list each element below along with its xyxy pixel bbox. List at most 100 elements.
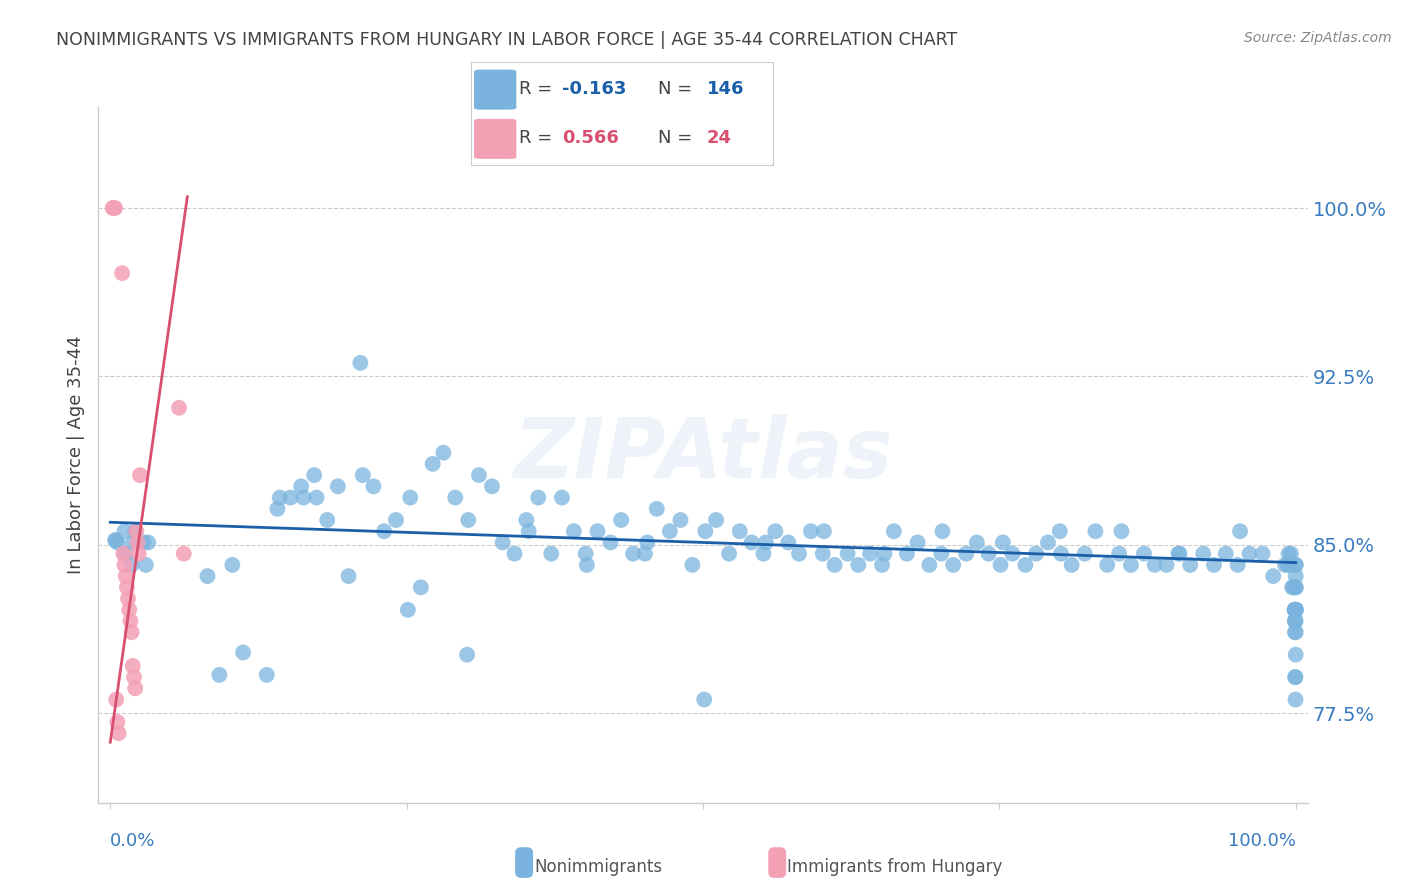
Text: Source: ZipAtlas.com: Source: ZipAtlas.com	[1244, 31, 1392, 45]
Point	[208, 668, 231, 682]
Point	[481, 479, 503, 493]
Point	[1284, 670, 1306, 684]
Text: N =: N =	[658, 129, 699, 147]
Point	[1111, 524, 1133, 539]
Point	[112, 547, 135, 561]
Point	[990, 558, 1012, 572]
Point	[1284, 603, 1306, 617]
Point	[787, 547, 810, 561]
Point	[1274, 558, 1296, 572]
Point	[111, 266, 134, 280]
Point	[918, 558, 941, 572]
Text: ZIPAtlas: ZIPAtlas	[513, 415, 893, 495]
Point	[1180, 558, 1202, 572]
Point	[681, 558, 703, 572]
Point	[527, 491, 550, 505]
Point	[124, 524, 146, 539]
Point	[1073, 547, 1095, 561]
Text: 0.566: 0.566	[562, 129, 619, 147]
Point	[1215, 547, 1237, 561]
Point	[837, 547, 859, 561]
Point	[634, 547, 657, 561]
Text: R =: R =	[519, 129, 558, 147]
Point	[326, 479, 349, 493]
Point	[1133, 547, 1156, 561]
Point	[118, 603, 141, 617]
Text: 146: 146	[707, 80, 744, 98]
Point	[432, 445, 454, 459]
Point	[305, 491, 328, 505]
Point	[551, 491, 574, 505]
Point	[741, 535, 763, 549]
Point	[104, 201, 127, 215]
Point	[125, 524, 148, 539]
Point	[966, 535, 988, 549]
Text: NONIMMIGRANTS VS IMMIGRANTS FROM HUNGARY IN LABOR FORCE | AGE 35-44 CORRELATION : NONIMMIGRANTS VS IMMIGRANTS FROM HUNGARY…	[56, 31, 957, 49]
Text: 100.0%: 100.0%	[1227, 832, 1296, 850]
Point	[540, 547, 562, 561]
Point	[1229, 524, 1251, 539]
Point	[1143, 558, 1166, 572]
Point	[728, 524, 751, 539]
Point	[103, 201, 125, 215]
Point	[129, 468, 152, 483]
Point	[121, 535, 143, 549]
Text: 24: 24	[707, 129, 731, 147]
Point	[114, 558, 136, 572]
Point	[266, 501, 288, 516]
Text: 0.0%: 0.0%	[110, 832, 156, 850]
Point	[444, 491, 467, 505]
Point	[492, 535, 515, 549]
Point	[1285, 558, 1308, 572]
Point	[373, 524, 395, 539]
Point	[1239, 547, 1261, 561]
Point	[693, 692, 716, 706]
Point	[824, 558, 846, 572]
Point	[221, 558, 243, 572]
Point	[610, 513, 633, 527]
Point	[399, 491, 422, 505]
Point	[105, 714, 128, 729]
Point	[870, 558, 893, 572]
Point	[337, 569, 360, 583]
Point	[269, 491, 291, 505]
Point	[290, 479, 312, 493]
Point	[1156, 558, 1178, 572]
Point	[302, 468, 325, 483]
Point	[1281, 580, 1303, 594]
Point	[1025, 547, 1047, 561]
Point	[115, 580, 138, 594]
Point	[105, 535, 128, 549]
Point	[280, 491, 302, 505]
Point	[752, 547, 775, 561]
Point	[1049, 524, 1071, 539]
Point	[636, 535, 658, 549]
Point	[363, 479, 385, 493]
Point	[517, 524, 540, 539]
Point	[955, 547, 977, 561]
Point	[1285, 603, 1308, 617]
Point	[1285, 625, 1308, 640]
Point	[197, 569, 219, 583]
Point	[1251, 547, 1274, 561]
Point	[128, 547, 150, 561]
Point	[107, 726, 129, 740]
Point	[1108, 547, 1130, 561]
Point	[1285, 648, 1308, 662]
Point	[1014, 558, 1036, 572]
Point	[991, 535, 1014, 549]
Point	[645, 501, 668, 516]
Point	[575, 547, 598, 561]
Point	[132, 535, 155, 549]
Point	[599, 535, 621, 549]
Point	[120, 614, 142, 628]
Text: R =: R =	[519, 80, 558, 98]
Point	[127, 535, 149, 549]
Point	[1168, 547, 1191, 561]
Point	[105, 533, 128, 548]
Point	[173, 547, 195, 561]
Point	[121, 558, 143, 572]
Point	[695, 524, 717, 539]
Point	[883, 524, 905, 539]
Point	[1285, 603, 1308, 617]
